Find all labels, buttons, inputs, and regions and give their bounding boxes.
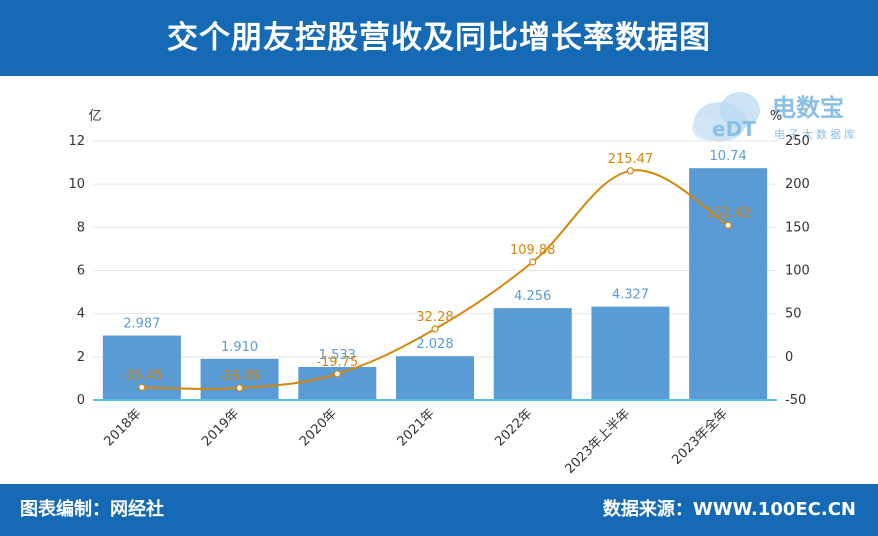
bar — [591, 306, 670, 400]
growth-point — [724, 221, 732, 229]
x-category-label: 2022年 — [492, 406, 535, 449]
y-right-tick-label: 100 — [785, 264, 810, 279]
logo-text: 电数宝 — [772, 94, 844, 122]
y-left-tick-label: 10 — [68, 177, 85, 192]
bar-value-label: 1.533 — [319, 348, 356, 363]
y-right-tick-label: 150 — [785, 220, 810, 235]
logo-subtext: 电子大数据库 — [774, 127, 858, 141]
bar — [493, 308, 572, 400]
logo-badge: eDT — [712, 117, 756, 141]
bar — [200, 358, 279, 400]
growth-line-series — [138, 167, 732, 392]
y-right-tick-label: 50 — [785, 307, 802, 322]
y-left-tick-label: 12 — [68, 134, 85, 149]
header-bar: 交个朋友控股营收及同比增长率数据图 — [0, 0, 878, 76]
x-category-label: 2023年上半年 — [562, 406, 633, 477]
y-right-tick-label: -50 — [785, 393, 806, 408]
y-right-tick-label: 250 — [785, 134, 810, 149]
growth-value-label: 109.88 — [510, 243, 556, 258]
bar-value-label: 10.74 — [710, 149, 747, 164]
growth-point — [138, 383, 146, 392]
growth-value-label: -19.75 — [316, 355, 358, 370]
logo: eDT 电数宝 电子大数据库 — [692, 92, 858, 142]
bar-value-label: 2.028 — [416, 337, 453, 352]
x-category-label: 2020年 — [297, 406, 340, 449]
revenue-growth-chart: 0 2 4 6 8 10 12 -50 0 50 100 150 200 250 亿 % 2018年 2019年 2… — [68, 109, 810, 477]
growth-point — [431, 325, 439, 333]
chart-title: 交个朋友控股营收及同比增长率数据图 — [167, 20, 711, 56]
y-left-tick-label: 6 — [77, 264, 85, 279]
bar — [689, 168, 768, 400]
y-left-unit: 亿 — [88, 109, 101, 124]
growth-point — [333, 370, 341, 378]
data-labels: 2.987 1.910 1.533 2.028 4.256 4.327 10.74 -35.4… — [121, 149, 751, 384]
y-right-unit: % — [770, 109, 782, 124]
bar-value-label: 2.987 — [123, 317, 160, 332]
bar — [396, 356, 474, 400]
bar-series — [102, 168, 768, 400]
bar-value-label: 4.256 — [514, 289, 551, 304]
y-left-tick-label: 2 — [77, 350, 85, 365]
y-left-tick-label: 4 — [77, 307, 85, 322]
growth-value-label: -35.45 — [121, 368, 163, 383]
y-right-tick-label: 0 — [785, 350, 793, 365]
growth-value-label: 215.47 — [608, 152, 654, 167]
bar-value-label: 4.327 — [612, 288, 649, 303]
x-category-label: 2018年 — [101, 406, 144, 449]
y-right-tick-label: 200 — [785, 177, 810, 192]
growth-value-label: 152.42 — [705, 206, 751, 221]
y-left-tick-label: 0 — [77, 393, 85, 408]
y-left-tick-label: 8 — [77, 220, 85, 235]
cloud-logo-icon: eDT — [692, 92, 760, 142]
x-category-label: 2019年 — [199, 406, 242, 449]
bar-value-label: 1.910 — [221, 340, 258, 355]
footer-bar: 图表编制：网经社 数据来源：WWW.100EC.CN — [0, 484, 878, 536]
footer-source: 数据来源：WWW.100EC.CN — [602, 499, 856, 520]
growth-point — [529, 258, 537, 266]
growth-point — [626, 167, 635, 175]
footer-compiler: 图表编制：网经社 — [20, 499, 164, 520]
growth-value-label: -36.05 — [219, 369, 261, 384]
x-category-label: 2023年全年 — [669, 406, 731, 468]
x-category-label: 2021年 — [395, 406, 438, 449]
growth-point — [235, 384, 244, 392]
growth-value-label: 32.28 — [416, 310, 453, 325]
